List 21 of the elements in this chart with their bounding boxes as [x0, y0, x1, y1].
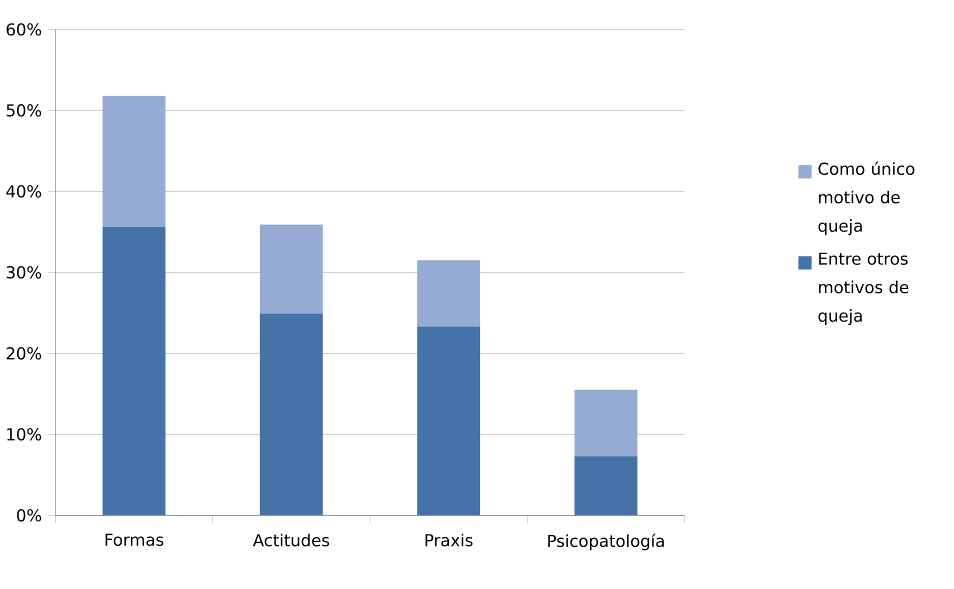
y-tick-label: 60% — [6, 23, 42, 36]
legend-label: Entre otros motivos de queja — [818, 252, 908, 325]
y-tick-label: 30% — [6, 266, 42, 278]
y-tick-label: 20% — [6, 346, 42, 360]
bar — [574, 456, 638, 516]
x-tick-label: Praxis — [426, 534, 473, 546]
bar — [102, 96, 166, 227]
bar — [574, 390, 638, 456]
y-tick-label: 40% — [6, 184, 42, 198]
x-tick-label: Psicopatología — [548, 534, 664, 550]
y-tick-label: 10% — [7, 428, 42, 440]
legend-label: Como único motivo de queja — [818, 161, 914, 235]
x-tick-label: Formas — [106, 534, 164, 546]
bar — [260, 313, 323, 516]
bar — [102, 226, 166, 516]
y-tick-label: 50% — [6, 104, 42, 116]
x-tick-label: Actitudes — [252, 534, 330, 546]
bar — [417, 326, 480, 516]
bar — [260, 224, 323, 314]
bar — [417, 260, 480, 326]
y-tick-label: 0% — [17, 508, 42, 522]
